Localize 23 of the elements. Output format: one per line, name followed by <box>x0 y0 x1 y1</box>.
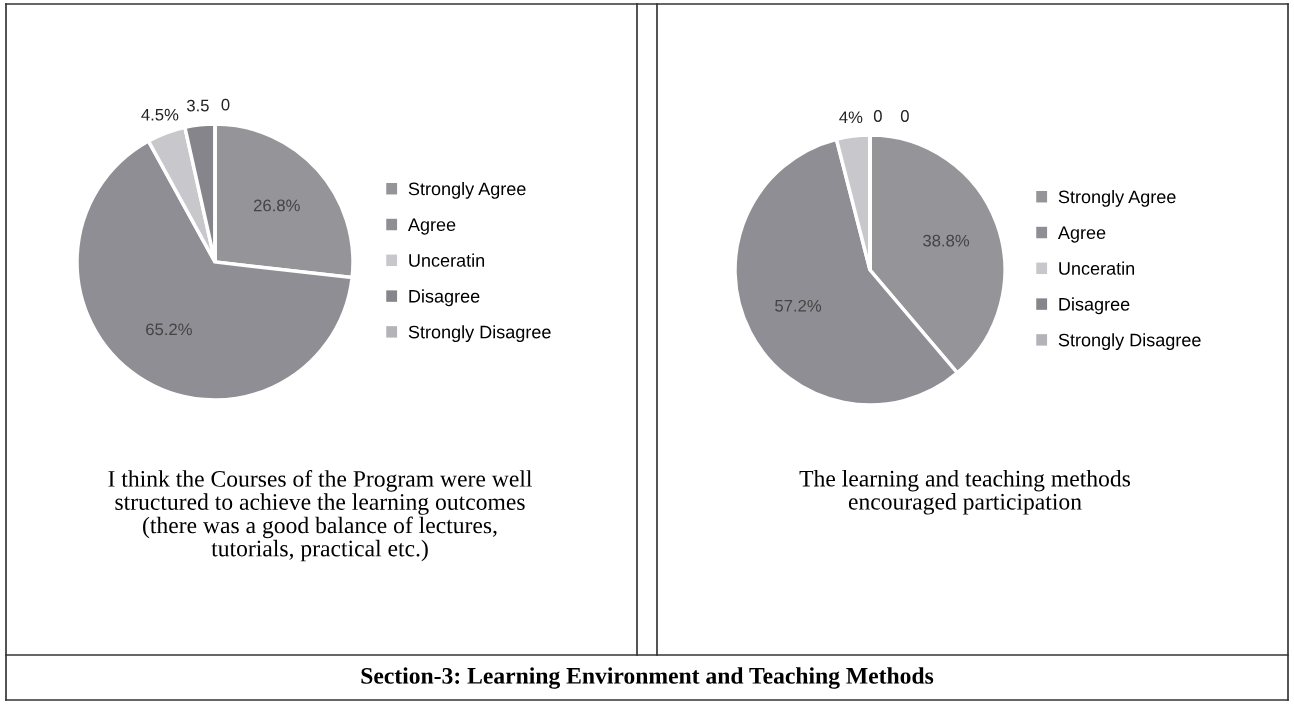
data-label: 57.2% <box>775 299 822 312</box>
data-label: 4% <box>839 111 863 124</box>
legend-label: Strongly Agree <box>1058 190 1176 207</box>
legend-label: Strongly Agree <box>408 182 526 199</box>
legend-label: Strongly Disagree <box>408 325 551 342</box>
legend-label: Disagree <box>1059 297 1130 315</box>
data-label: 4.5% <box>141 108 179 121</box>
legend-label: Disagree <box>409 289 480 307</box>
legend-label: Agree <box>407 218 456 235</box>
text: 0 <box>873 110 882 122</box>
data-label: 3.5 <box>186 99 209 112</box>
legend-label: Strongly Disagree <box>1058 333 1201 350</box>
text: I think the Courses of the Program were well structured to achieve the learning outcomes (there was a good balance of lectures, tutorials, practical etc.) <box>108 470 532 562</box>
data-label: 38.8% <box>923 234 970 247</box>
text: The learning and teaching methods encouraged participation <box>799 470 1131 515</box>
text: 0 <box>221 98 230 111</box>
legend-label: Unceratin <box>409 253 485 267</box>
data-label: 26.8% <box>253 199 300 212</box>
text: 0 <box>900 110 909 122</box>
legend-label: Agree <box>1057 226 1106 243</box>
data-label: 65.2% <box>146 323 192 336</box>
text: Section-3: Learning Environment and Teaching Methods <box>361 667 934 689</box>
legend-label: Unceratin <box>1059 261 1135 275</box>
